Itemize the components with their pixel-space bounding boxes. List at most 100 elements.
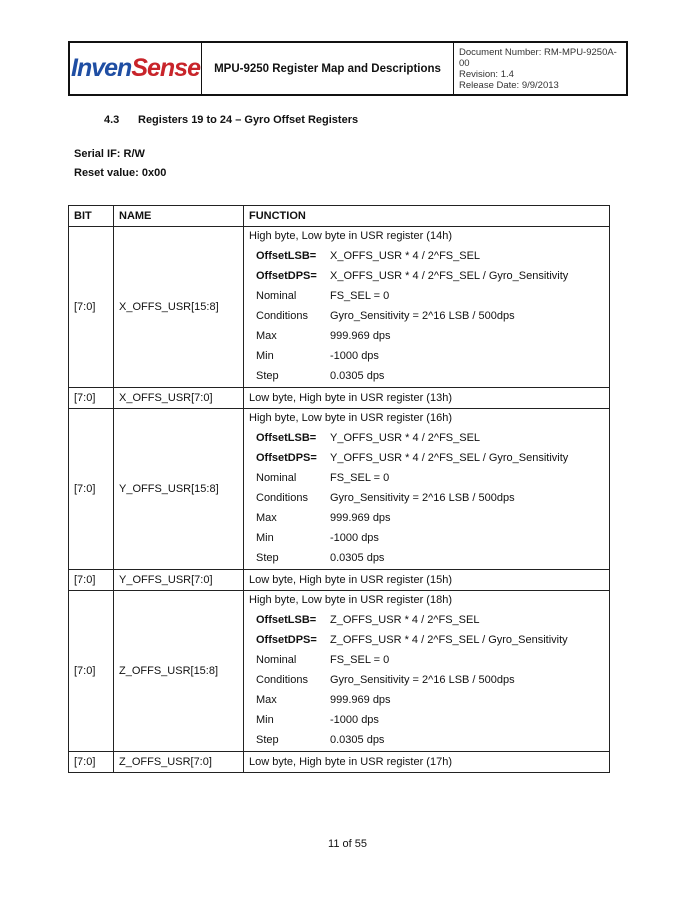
- line-key: OffsetDPS=: [256, 634, 317, 646]
- name-cell: X_OFFS_USR[15:8]: [113, 226, 244, 388]
- line-value: FS_SEL = 0: [330, 654, 390, 666]
- line-key: Min: [256, 714, 274, 726]
- name-cell: Z_OFFS_USR[7:0]: [113, 751, 244, 773]
- function-line: OffsetLSB= Y_OFFS_USR * 4 / 2^FS_SEL: [249, 429, 604, 449]
- table-row: [7:0] X_OFFS_USR[7:0] Low byte, High byte …: [68, 387, 610, 409]
- name-cell: X_OFFS_USR[7:0]: [113, 387, 244, 409]
- line-value: FS_SEL = 0: [330, 290, 390, 302]
- header-function: FUNCTION: [243, 205, 610, 227]
- invensense-logo: Inven Sense: [70, 43, 202, 94]
- line-value: Z_OFFS_USR * 4 / 2^FS_SEL: [330, 614, 480, 626]
- function-line: Nominal FS_SEL = 0: [249, 287, 604, 307]
- revision: Revision: 1.4: [459, 68, 514, 80]
- function-line: Min -1000 dps: [249, 529, 604, 549]
- line-key: Conditions: [256, 492, 308, 504]
- line-value: Y_OFFS_USR * 4 / 2^FS_SEL: [330, 432, 481, 444]
- line-value: 0.0305 dps: [330, 370, 385, 382]
- function-line: Max 999.969 dps: [249, 327, 604, 347]
- line-key: Max: [256, 694, 277, 706]
- line-key: Conditions: [256, 310, 308, 322]
- serial-if: Serial IF: R/W: [74, 148, 145, 160]
- line-key: Max: [256, 330, 277, 342]
- table-header-row: BIT NAME FUNCTION: [68, 205, 610, 227]
- line-value: 999.969 dps: [330, 330, 391, 342]
- line-key: Min: [256, 532, 274, 544]
- bit-cell: [7:0]: [68, 226, 114, 388]
- function-intro: High byte, Low byte in USR register (18h…: [249, 594, 452, 606]
- line-key: OffsetLSB=: [256, 432, 317, 444]
- function-line: Step 0.0305 dps: [249, 731, 604, 751]
- line-value: X_OFFS_USR * 4 / 2^FS_SEL / Gyro_Sensiti…: [330, 270, 569, 282]
- line-value: -1000 dps: [330, 532, 379, 544]
- function-line: Conditions Gyro_Sensitivity = 2^16 LSB / …: [249, 671, 604, 691]
- function-line: Nominal FS_SEL = 0: [249, 651, 604, 671]
- name-cell: Y_OFFS_USR[7:0]: [113, 569, 244, 591]
- table-row: [7:0] Y_OFFS_USR[15:8] High byte, Low byte…: [68, 408, 610, 570]
- page-header: Inven Sense MPU-9250 Register Map and Des…: [68, 41, 628, 96]
- function-line: OffsetDPS= Z_OFFS_USR * 4 / 2^FS_SEL / Gy…: [249, 631, 604, 651]
- line-key: Conditions: [256, 674, 308, 686]
- line-value: Gyro_Sensitivity = 2^16 LSB / 500dps: [330, 310, 515, 322]
- function-line: OffsetLSB= X_OFFS_USR * 4 / 2^FS_SEL: [249, 247, 604, 267]
- register-table: BIT NAME FUNCTION [7:0] X_OFFS_USR[15:8] H…: [68, 205, 610, 773]
- line-key: OffsetLSB=: [256, 614, 317, 626]
- function-line: Step 0.0305 dps: [249, 549, 604, 569]
- function-intro: High byte, Low byte in USR register (16h…: [249, 412, 452, 424]
- reset-value: Reset value: 0x00: [74, 167, 167, 179]
- table-row: [7:0] X_OFFS_USR[15:8] High byte, Low byte…: [68, 226, 610, 388]
- function-cell: High byte, Low byte in USR register (14h…: [243, 226, 610, 388]
- header-name: NAME: [113, 205, 244, 227]
- function-cell: Low byte, High byte in USR register (17h…: [243, 751, 610, 773]
- name-cell: Y_OFFS_USR[15:8]: [113, 408, 244, 570]
- section-heading: 4.3 Registers 19 to 24 – Gyro Offset Regi…: [104, 114, 359, 126]
- bit-cell: [7:0]: [68, 751, 114, 773]
- line-key: Step: [256, 552, 279, 564]
- line-value: 999.969 dps: [330, 694, 391, 706]
- bit-cell: [7:0]: [68, 590, 114, 752]
- line-key: Nominal: [256, 472, 297, 484]
- line-key: Step: [256, 734, 279, 746]
- line-key: Nominal: [256, 290, 297, 302]
- line-key: Step: [256, 370, 279, 382]
- function-line: Conditions Gyro_Sensitivity = 2^16 LSB / …: [249, 307, 604, 327]
- doc-number: Document Number: RM-MPU-9250A-00: [459, 46, 617, 69]
- function-text: Low byte, High byte in USR register (15h…: [249, 574, 452, 586]
- function-line: OffsetLSB= Z_OFFS_USR * 4 / 2^FS_SEL: [249, 611, 604, 631]
- line-value: -1000 dps: [330, 350, 379, 362]
- line-value: 0.0305 dps: [330, 734, 385, 746]
- header-bit: BIT: [68, 205, 114, 227]
- function-cell: Low byte, High byte in USR register (15h…: [243, 569, 610, 591]
- line-value: FS_SEL = 0: [330, 472, 390, 484]
- line-value: -1000 dps: [330, 714, 379, 726]
- function-intro: High byte, Low byte in USR register (14h…: [249, 230, 452, 242]
- function-cell: High byte, Low byte in USR register (18h…: [243, 590, 610, 752]
- function-line: Max 999.969 dps: [249, 509, 604, 529]
- function-line: Step 0.0305 dps: [249, 367, 604, 387]
- table-row: [7:0] Z_OFFS_USR[7:0] Low byte, High byte …: [68, 751, 610, 773]
- line-value: 0.0305 dps: [330, 552, 385, 564]
- function-cell: Low byte, High byte in USR register (13h…: [243, 387, 610, 409]
- line-key: Nominal: [256, 654, 297, 666]
- document-title: MPU-9250 Register Map and Descriptions: [202, 43, 454, 94]
- line-value: Gyro_Sensitivity = 2^16 LSB / 500dps: [330, 492, 515, 504]
- line-key: OffsetDPS=: [256, 452, 317, 464]
- function-line: Max 999.969 dps: [249, 691, 604, 711]
- line-key: Max: [256, 512, 277, 524]
- function-line: Min -1000 dps: [249, 347, 604, 367]
- function-line: OffsetDPS= X_OFFS_USR * 4 / 2^FS_SEL / Gy…: [249, 267, 604, 287]
- name-cell: Z_OFFS_USR[15:8]: [113, 590, 244, 752]
- line-value: 999.969 dps: [330, 512, 391, 524]
- function-line: Min -1000 dps: [249, 711, 604, 731]
- function-line: Conditions Gyro_Sensitivity = 2^16 LSB / …: [249, 489, 604, 509]
- release-date: Release Date: 9/9/2013: [459, 79, 559, 91]
- bit-cell: [7:0]: [68, 408, 114, 570]
- line-value: X_OFFS_USR * 4 / 2^FS_SEL: [330, 250, 481, 262]
- function-text: Low byte, High byte in USR register (13h…: [249, 392, 452, 404]
- table-row: [7:0] Y_OFFS_USR[7:0] Low byte, High byte …: [68, 569, 610, 591]
- line-key: OffsetLSB=: [256, 250, 317, 262]
- line-value: Z_OFFS_USR * 4 / 2^FS_SEL / Gyro_Sensiti…: [330, 634, 568, 646]
- bit-cell: [7:0]: [68, 387, 114, 409]
- document-info: Document Number: RM-MPU-9250A-00 Revisio…: [454, 43, 626, 94]
- line-key: Min: [256, 350, 274, 362]
- line-value: Y_OFFS_USR * 4 / 2^FS_SEL / Gyro_Sensiti…: [330, 452, 569, 464]
